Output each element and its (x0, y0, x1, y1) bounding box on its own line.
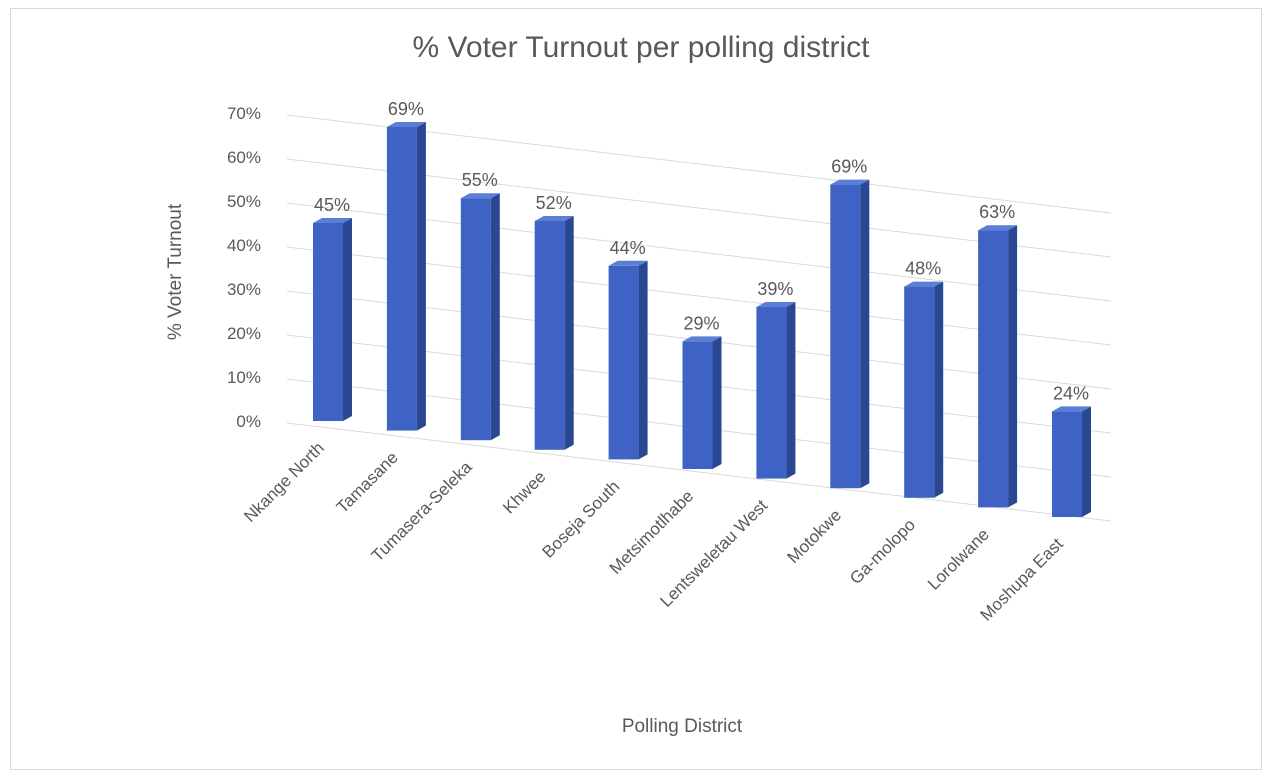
bar-top (756, 302, 796, 307)
bar-front (460, 198, 491, 441)
x-tick-label: Lorolwane (924, 525, 993, 594)
bar-front (386, 127, 417, 431)
chart-area: 0% 10% 20% 30% 40% 50% 60% 70% 45% 69% 55% 52% 44% 2… (10, 8, 1262, 770)
x-tick-label: Motokwe (784, 506, 846, 568)
data-label: 48% (905, 259, 941, 279)
y-axis-title: % Voter Turnout (165, 203, 186, 340)
bar-side (934, 281, 944, 498)
bar-front (682, 341, 713, 469)
bar (608, 260, 648, 460)
data-labels: 45% 69% 55% 52% 44% 29% 39% 69% 48% 63% 24% (314, 99, 1089, 403)
bar-chart: 0% 10% 20% 30% 40% 50% 60% 70% 45% 69% 55% 52% 44% 2… (165, 31, 1112, 737)
bar (904, 281, 944, 498)
bar (830, 179, 870, 489)
bar (1052, 406, 1091, 517)
bars (313, 122, 1091, 517)
data-label: 69% (831, 157, 867, 177)
bar-side (564, 216, 574, 450)
y-tick-label: 70% (227, 104, 261, 123)
bar (978, 225, 1018, 508)
bar-top (460, 193, 500, 199)
y-axis-ticks: 0% 10% 20% 30% 40% 50% 60% 70% (227, 104, 261, 431)
bar-front (830, 184, 861, 489)
bar-front (608, 265, 639, 460)
bar-side (638, 260, 648, 460)
y-tick-label: 30% (227, 280, 261, 299)
data-label: 45% (314, 195, 350, 215)
data-label: 29% (683, 313, 719, 333)
bar-top (386, 122, 426, 127)
bar-front (313, 223, 343, 421)
bar-side (860, 179, 870, 489)
y-tick-label: 40% (227, 236, 261, 255)
data-label: 52% (536, 193, 572, 213)
x-tick-label: Khwee (499, 467, 549, 517)
bar-top (1052, 406, 1091, 412)
bar-top (608, 260, 648, 266)
bar (460, 193, 500, 441)
bar (386, 122, 426, 431)
bar-top (978, 225, 1018, 231)
data-label: 39% (757, 279, 793, 299)
bar-side (343, 218, 352, 421)
bar-front (904, 286, 935, 498)
bar-front (978, 230, 1009, 508)
y-tick-label: 20% (227, 324, 261, 343)
x-axis-title: Polling District (622, 716, 743, 737)
bar-front (534, 221, 565, 450)
bar-front (1052, 411, 1082, 517)
data-label: 55% (462, 170, 498, 190)
y-tick-label: 60% (227, 148, 261, 167)
x-tick-label: Metsimotlhabe (606, 486, 698, 578)
bar-top (682, 336, 722, 342)
x-tick-label: Ga-molopo (846, 515, 919, 588)
x-tick-label: Moshupa East (977, 534, 1067, 624)
bar-side (1008, 225, 1018, 508)
bar-side (416, 122, 426, 431)
y-tick-label: 0% (236, 412, 261, 431)
x-tick-label: Tamasane (333, 448, 402, 517)
bar-top (830, 179, 870, 185)
gridline (286, 422, 1112, 522)
bar-top (534, 216, 574, 221)
bar-top (904, 281, 944, 287)
bar-front (756, 307, 787, 479)
bar-side (712, 336, 722, 469)
x-tick-label: Boseja South (538, 477, 623, 562)
x-tick-label: Nkange North (240, 438, 328, 526)
bar (313, 218, 352, 421)
data-label: 24% (1053, 383, 1089, 403)
bar-side (490, 193, 500, 441)
bar-side (786, 302, 796, 479)
bar (534, 216, 574, 450)
y-tick-label: 50% (227, 192, 261, 211)
bar-top (313, 218, 352, 223)
bar (756, 302, 796, 479)
y-tick-label: 10% (227, 368, 261, 387)
data-label: 63% (979, 202, 1015, 222)
bar (682, 336, 722, 469)
data-label: 69% (388, 99, 424, 119)
chart-title: % Voter Turnout per polling district (413, 31, 871, 64)
bar-side (1082, 406, 1091, 517)
data-label: 44% (610, 238, 646, 258)
